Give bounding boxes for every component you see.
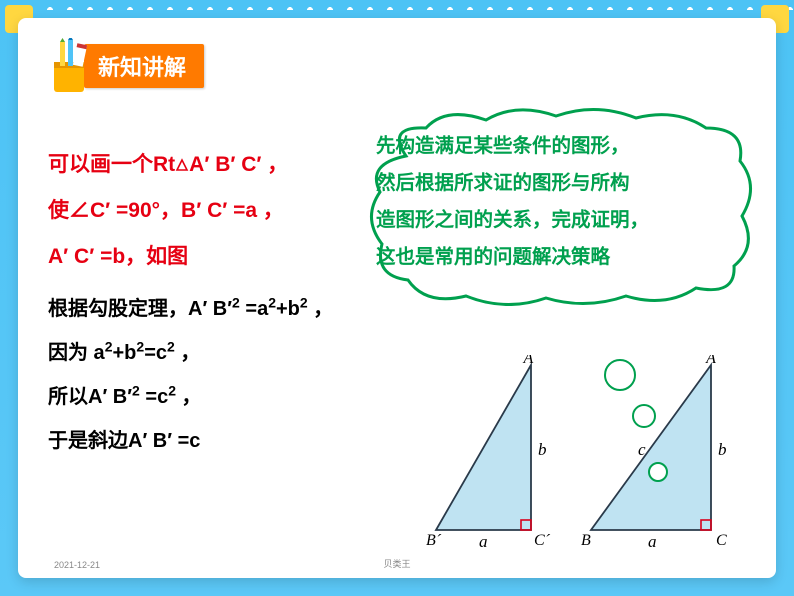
cloud-bubble-large [604, 359, 636, 391]
left-line1-b: A′ B′ C′ ， [189, 153, 288, 176]
b1d: ， [308, 298, 334, 320]
label-B-prime: B´ [426, 532, 442, 549]
footer-date: 2021-12-21 [54, 560, 100, 570]
label-b-left: b [538, 440, 547, 459]
left-line1-a: 可以画一个Rt [48, 153, 175, 176]
b1b: =a [240, 298, 268, 320]
triangles-diagram: A´ B´ C´ b a A B C b a c [416, 355, 746, 550]
triangle-right [591, 365, 711, 530]
footer-center: 贝类王 [383, 557, 410, 570]
label-A-prime: A´ [522, 355, 539, 367]
cloud-line-2: 然后根据所求证的图形与所构 [376, 165, 746, 202]
cloud-bubble-med [632, 404, 656, 428]
pencil-cup-icon [48, 38, 90, 94]
sup-2-1: 2 [232, 294, 240, 310]
sup-2-8: 2 [168, 382, 176, 398]
decorative-border-top [0, 0, 794, 10]
cloud-line-3: 造图形之间的关系，完成证明， [376, 202, 746, 239]
content-area: 可以画一个RtA′ B′ C′ ， 使∠C′ =90°，B′ C′ =a ， A… [48, 144, 746, 462]
label-C: C [716, 532, 727, 549]
b3a: 所以A′ B′ [48, 386, 132, 408]
label-a-right: a [648, 532, 657, 550]
cloud-text: 先构造满足某些条件的图形， 然后根据所求证的图形与所构 造图形之间的关系，完成证… [356, 106, 756, 298]
label-C-prime: C´ [534, 532, 551, 549]
b1c: +b [276, 298, 300, 320]
label-c-right: c [638, 440, 646, 459]
sup-2-7: 2 [132, 382, 140, 398]
slide-container: 新知讲解 可以画一个RtA′ B′ C′ ， 使∠C′ =90°，B′ C′ =… [18, 18, 776, 578]
b3c: ， [176, 386, 202, 408]
triangle-symbol-icon [175, 158, 189, 172]
b1a: 根据勾股定理，A′ B′ [48, 298, 232, 320]
slide-header: 新知讲解 [48, 38, 746, 94]
b2a: 因为 a [48, 342, 105, 364]
header-banner: 新知讲解 [84, 44, 204, 88]
sup-2-2: 2 [268, 294, 276, 310]
label-b-right: b [718, 440, 727, 459]
b3b: =c [140, 386, 168, 408]
sup-2-3: 2 [300, 294, 308, 310]
callout-cloud: 先构造满足某些条件的图形， 然后根据所求证的图形与所构 造图形之间的关系，完成证… [356, 106, 756, 298]
cloud-line-1: 先构造满足某些条件的图形， [376, 128, 746, 165]
b2b: +b [112, 342, 136, 364]
cloud-bubble-small [648, 462, 668, 482]
label-a-left: a [479, 532, 488, 550]
label-B: B [581, 532, 591, 549]
cloud-line-4: 这也是常用的问题解决策略 [376, 239, 746, 276]
sup-2-6: 2 [167, 338, 175, 354]
label-A: A [705, 355, 716, 367]
b2c: =c [144, 342, 167, 364]
triangle-left [436, 365, 531, 530]
b2d: ， [175, 342, 201, 364]
